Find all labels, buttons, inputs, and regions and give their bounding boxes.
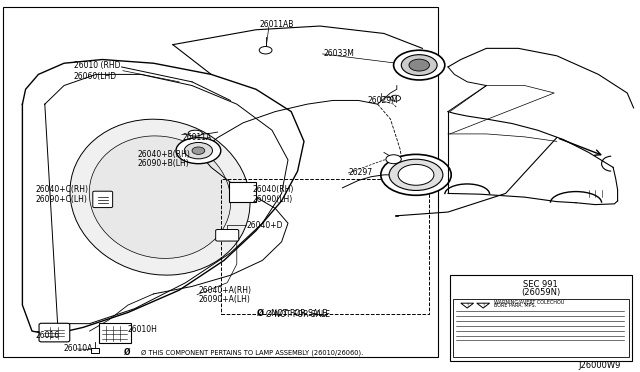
Text: Ø NOT FOR SALE: Ø NOT FOR SALE (266, 310, 330, 319)
Circle shape (259, 46, 272, 54)
Text: NOT FOR SALE: NOT FOR SALE (269, 309, 327, 318)
Bar (453, 299, 629, 357)
Text: 26010H: 26010H (128, 325, 158, 334)
Text: Ø THIS COMPONENT PERTAINS TO LAMP ASSEMBLY (26010/26060).: Ø THIS COMPONENT PERTAINS TO LAMP ASSEMB… (141, 349, 363, 356)
Text: WARNING/AVERT COLECHOU: WARNING/AVERT COLECHOU (494, 299, 564, 305)
Text: 26040+B(RH): 26040+B(RH) (138, 150, 191, 159)
Circle shape (389, 159, 443, 190)
Text: 26090+A(LH): 26090+A(LH) (198, 295, 250, 304)
Text: !: ! (466, 302, 468, 308)
Circle shape (398, 164, 434, 185)
Circle shape (409, 59, 429, 71)
Text: 26090(LH): 26090(LH) (253, 195, 293, 203)
Circle shape (381, 154, 451, 195)
Text: J26000W9: J26000W9 (579, 361, 621, 370)
Text: 26090+C(LH): 26090+C(LH) (35, 195, 87, 203)
Text: BORE PARA. MPS.: BORE PARA. MPS. (494, 303, 536, 308)
FancyBboxPatch shape (39, 323, 70, 342)
Text: 26297: 26297 (349, 169, 373, 177)
Text: 26060(LHD: 26060(LHD (74, 72, 116, 81)
Text: 26011AB: 26011AB (259, 20, 294, 29)
Bar (221, 179, 429, 314)
Circle shape (401, 55, 437, 76)
Text: 26029M: 26029M (368, 96, 399, 105)
Circle shape (176, 138, 221, 164)
Text: 26033M: 26033M (323, 49, 354, 58)
Circle shape (192, 147, 205, 154)
Ellipse shape (89, 136, 231, 259)
Text: !: ! (482, 302, 484, 308)
Text: 26040(RH): 26040(RH) (253, 185, 294, 194)
Text: 26040+C(RH): 26040+C(RH) (35, 185, 88, 194)
Circle shape (386, 155, 401, 164)
Bar (450, 275, 632, 361)
Circle shape (184, 142, 212, 159)
FancyBboxPatch shape (229, 182, 256, 202)
Text: 26090+B(LH): 26090+B(LH) (138, 159, 189, 168)
Ellipse shape (188, 130, 202, 136)
Circle shape (390, 95, 401, 101)
Text: Ø: Ø (257, 309, 264, 318)
FancyBboxPatch shape (216, 230, 239, 241)
Text: 26011A: 26011A (182, 133, 212, 142)
Circle shape (394, 50, 445, 80)
FancyBboxPatch shape (99, 323, 131, 343)
Text: 26040+D: 26040+D (246, 221, 283, 230)
Text: (26059N): (26059N) (521, 288, 561, 296)
FancyBboxPatch shape (93, 191, 113, 208)
Text: 26016: 26016 (35, 331, 60, 340)
Text: SEC 991: SEC 991 (524, 280, 558, 289)
Bar (91, 348, 99, 353)
Bar (3, 7, 438, 357)
Text: 26010 (RHD: 26010 (RHD (74, 61, 120, 70)
Text: 26010A: 26010A (64, 344, 93, 353)
Ellipse shape (70, 119, 250, 275)
Text: Ø: Ø (124, 348, 130, 357)
Text: 26040+A(RH): 26040+A(RH) (198, 286, 252, 295)
